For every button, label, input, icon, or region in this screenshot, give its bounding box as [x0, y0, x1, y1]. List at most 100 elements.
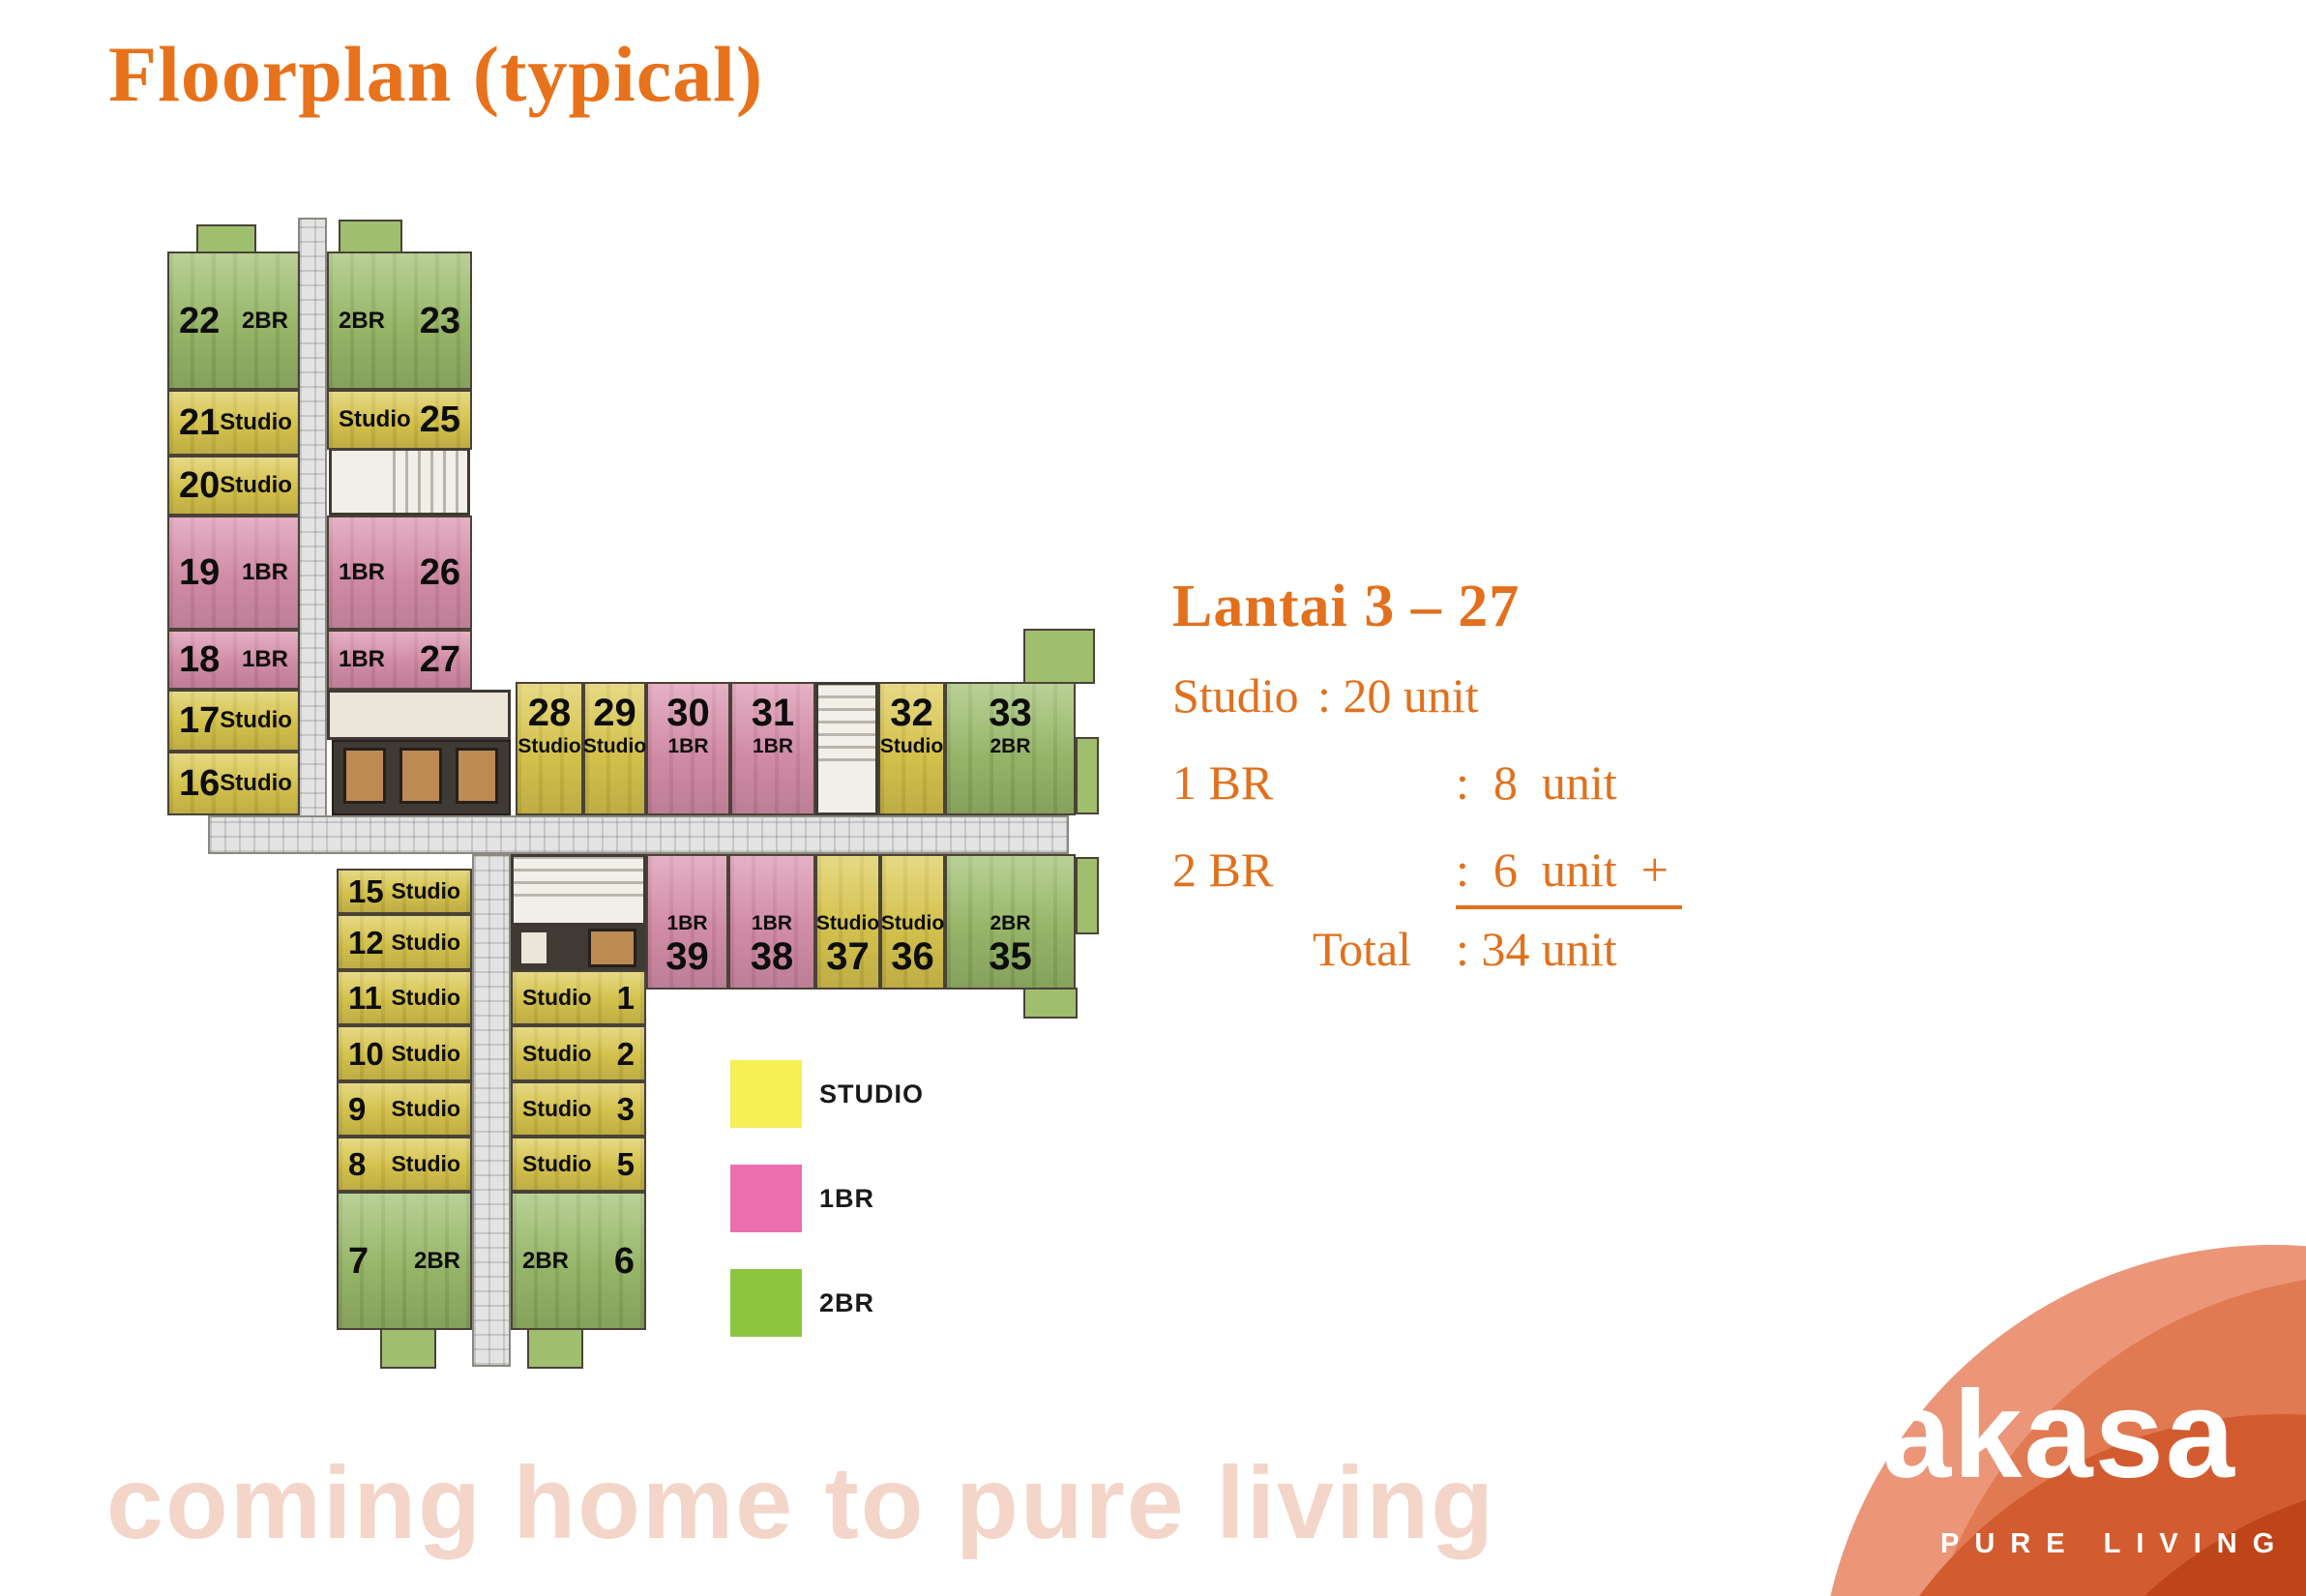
unit-type-label: 2BR	[413, 1247, 460, 1274]
unit-6: 2BR 6	[511, 1192, 646, 1330]
unit-number: 27	[419, 639, 460, 680]
lift-1	[343, 748, 386, 804]
legend-swatch-1br	[730, 1165, 802, 1232]
unit-33: 33 2BR	[945, 682, 1076, 815]
unit-number: 33	[989, 692, 1032, 734]
unit-summary-panel: Lantai 3 – 27 Studio: 20 unit 1 BR: 8 uni…	[1172, 573, 1907, 976]
unit-number: 28	[527, 692, 572, 734]
lobby-upper	[327, 690, 511, 740]
unit-type-label: Studio	[879, 735, 944, 757]
unit-number: 11	[348, 980, 382, 1016]
unit-type-label: Studio	[522, 1096, 592, 1121]
unit-19: 19 1BR	[167, 516, 300, 630]
unit-number: 15	[348, 873, 384, 909]
unit-number: 35	[989, 935, 1032, 978]
corridor-2	[208, 815, 1069, 854]
unit-number: 3	[616, 1091, 635, 1127]
unit-21: 21 Studio	[167, 390, 300, 456]
unit-type-label: Studio	[220, 409, 292, 435]
unit-9: 9 Studio	[337, 1081, 472, 1137]
unit-number: 25	[419, 399, 460, 440]
unit-type-label: 2BR	[522, 1247, 570, 1274]
unit-type-label: 2BR	[990, 912, 1031, 934]
unit-5: Studio 5	[511, 1137, 646, 1192]
unit-16: 16 Studio	[167, 752, 300, 815]
stairwell-upper	[329, 448, 470, 516]
summary-row-2-br: 2 BR : 6 unit +	[1172, 842, 1907, 909]
unit-type-label: 2BR	[990, 735, 1031, 757]
unit-17: 17 Studio	[167, 690, 300, 752]
unit-type-label: Studio	[220, 707, 292, 733]
unit-type-label: Studio	[391, 985, 460, 1010]
plan-extension-4	[1076, 737, 1099, 814]
page-title: Floorplan (typical)	[108, 30, 764, 118]
unit-type-label: 1BR	[752, 735, 793, 757]
unit-32: 32 Studio	[878, 682, 945, 815]
unit-type-label: Studio	[339, 406, 411, 432]
unit-20: 20 Studio	[167, 456, 300, 516]
unit-type-label: 1BR	[241, 646, 288, 672]
plan-extension-2	[339, 220, 402, 253]
legend-label: STUDIO	[819, 1079, 925, 1108]
legend-swatch-2br	[730, 1269, 802, 1337]
unit-number: 37	[826, 935, 870, 978]
unit-number: 5	[616, 1146, 635, 1182]
unit-number: 30	[666, 692, 710, 734]
unit-number: 26	[419, 552, 460, 593]
unit-type-label: 1BR	[667, 735, 709, 757]
corridor-1	[298, 218, 327, 854]
unit-number: 10	[348, 1035, 384, 1072]
summary-label: Studio	[1172, 668, 1299, 723]
stairwell-east	[815, 682, 878, 815]
unit-37: Studio 37	[815, 854, 880, 990]
unit-26: 1BR 26	[327, 516, 472, 630]
plan-extension-8	[527, 1328, 583, 1369]
unit-number: 21	[179, 402, 221, 443]
unit-type-label: Studio	[880, 912, 945, 934]
unit-18: 18 1BR	[167, 630, 300, 690]
lift-2	[399, 748, 442, 804]
unit-type-label: Studio	[522, 985, 592, 1010]
unit-8: 8 Studio	[337, 1137, 472, 1192]
lift-3	[456, 748, 498, 804]
floor-range-heading: Lantai 3 – 27	[1172, 574, 1521, 639]
unit-number: 12	[348, 924, 384, 961]
unit-number: 23	[419, 300, 460, 341]
legend-label: 2BR	[819, 1287, 875, 1317]
legend-label: 1BR	[819, 1183, 875, 1213]
unit-number: 7	[348, 1240, 370, 1282]
unit-3: Studio 3	[511, 1081, 646, 1137]
unit-type-label: Studio	[220, 770, 292, 796]
unit-type-label: Studio	[391, 929, 460, 955]
unit-type-label: 1BR	[339, 559, 386, 585]
plan-extension-3	[1023, 629, 1095, 684]
unit-type-label: Studio	[517, 735, 581, 757]
plan-extension-7	[380, 1328, 436, 1369]
unit-36: Studio 36	[880, 854, 945, 990]
summary-row-studio: Studio : 20 unit	[1172, 667, 1907, 735]
legend-swatch-studio	[730, 1060, 802, 1128]
unit-25: Studio 25	[327, 390, 472, 450]
unit-number: 29	[593, 692, 636, 734]
summary-label: 2 BR	[1172, 842, 1274, 897]
unit-10: 10 Studio	[337, 1025, 472, 1081]
plan-extension-6	[1023, 988, 1078, 1019]
unit-27: 1BR 27	[327, 630, 472, 690]
summary-label: 1 BR	[1172, 755, 1274, 810]
unit-type-label: 1BR	[666, 912, 708, 934]
plan-extension-5	[1076, 857, 1099, 934]
summary-value: : 6 unit +	[1456, 842, 1682, 909]
unit-2: Studio 2	[511, 1025, 646, 1081]
unit-type-label: Studio	[391, 1151, 460, 1176]
legend-item-studio: STUDIO	[730, 1060, 924, 1128]
unit-type-label: Studio	[582, 735, 647, 757]
summary-value: : 20 unit	[1317, 668, 1479, 723]
unit-type-label: 1BR	[241, 559, 288, 585]
unit-number: 38	[750, 935, 794, 978]
stairwell-lower	[511, 854, 646, 926]
unit-35: 2BR 35	[945, 854, 1076, 990]
unit-number: 16	[179, 763, 221, 804]
unit-type-label: 1BR	[339, 646, 386, 672]
unit-type-label: 1BR	[751, 912, 792, 934]
